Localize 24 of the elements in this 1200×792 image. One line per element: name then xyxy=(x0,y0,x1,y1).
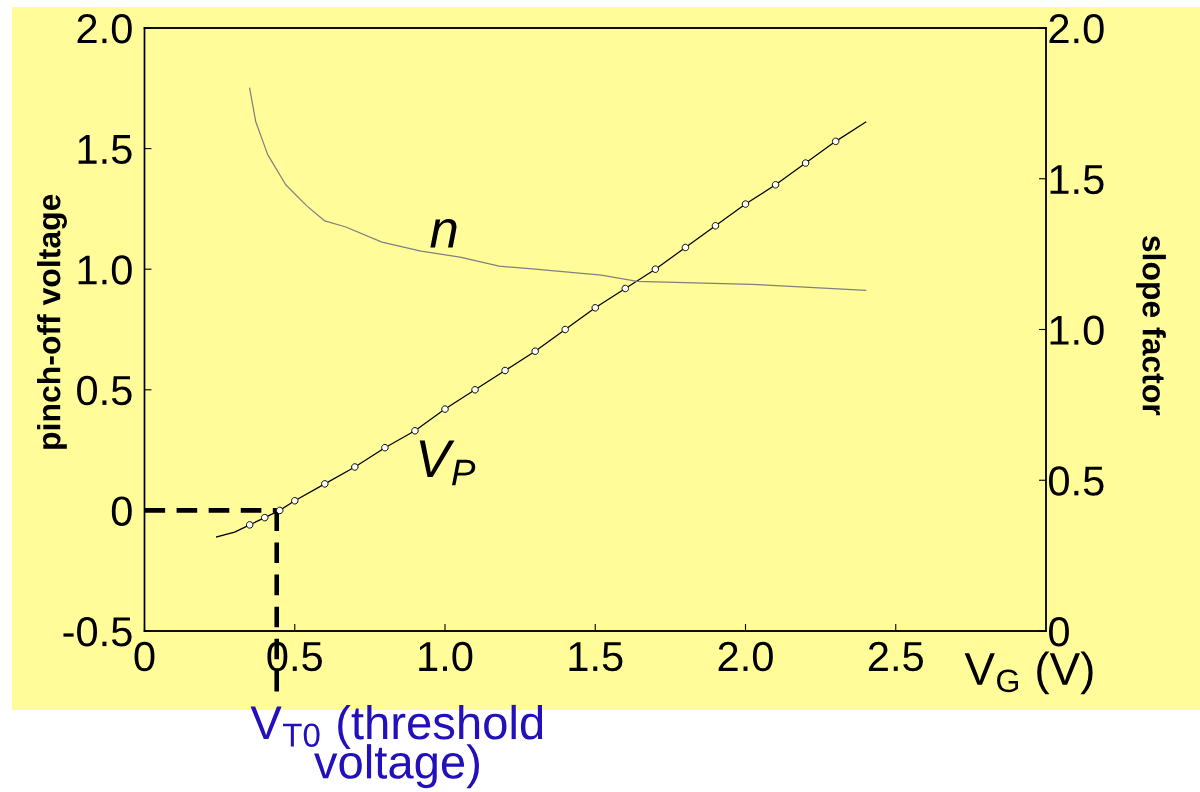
y-tick-label: -0.5 xyxy=(63,617,132,647)
y2-axis-title: slope factor xyxy=(1136,235,1166,416)
x-tick-label: 0.5 xyxy=(267,641,322,672)
ref-line-label: V$_{T0}$ (threshold voltage) xyxy=(250,704,543,789)
y-tick-label: 0 xyxy=(111,496,132,526)
x-axis-title: V$_{G}$ (V) xyxy=(964,651,1093,695)
y2-tick-label: 2.0 xyxy=(1049,14,1104,44)
y-tick-label: 0.5 xyxy=(77,375,132,406)
line-series xyxy=(249,87,867,291)
y-axis-title: pinch-off voltage xyxy=(37,194,67,449)
y-tick-label: 1.5 xyxy=(78,135,132,165)
y-tick-label: 1.0 xyxy=(78,255,132,285)
y-tick-label: 2.0 xyxy=(77,14,132,44)
y2-tick-label: 1.5 xyxy=(1050,165,1104,195)
x-tick-label: 2.0 xyxy=(718,641,773,672)
y2-tick-label: 0 xyxy=(1049,617,1069,647)
x-tick-label: 2.5 xyxy=(868,641,923,672)
y2-tick-label: 1.0 xyxy=(1050,315,1104,346)
x-tick-label: 0 xyxy=(134,641,155,672)
series-label: V$_{P}$ xyxy=(419,440,476,486)
x-tick-label: 1.5 xyxy=(569,642,623,672)
x-tick-label: 1.0 xyxy=(419,641,473,672)
series-label: n xyxy=(430,219,457,248)
y2-tick-label: 0.5 xyxy=(1049,466,1104,496)
